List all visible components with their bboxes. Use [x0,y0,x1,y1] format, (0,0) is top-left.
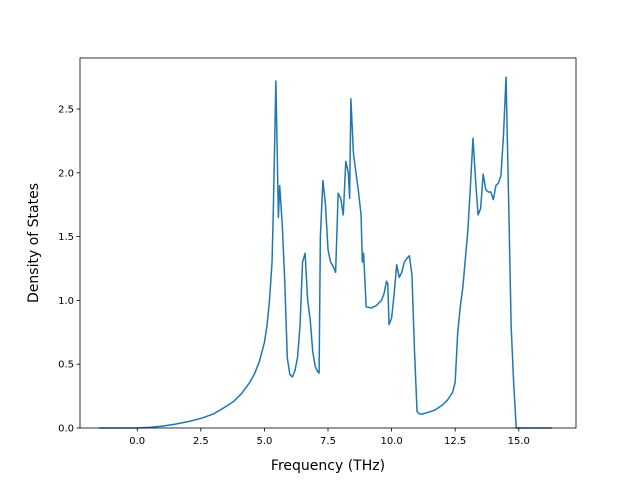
dos-series-line-0 [99,76,552,429]
x-tick-label: 5.0 [256,436,272,447]
x-tick-label: 15.0 [508,436,530,447]
y-tick-label: 0.0 [58,424,74,435]
y-tick-label: 1.5 [58,232,74,243]
y-axis: 0.0 0.5 1.0 1.5 2.0 2.5 [58,105,80,435]
y-tick-label: 2.0 [58,168,74,179]
x-tick-label: 10.0 [380,436,402,447]
y-tick-label: 2.5 [58,105,74,116]
x-tick-label: 0.0 [129,436,145,447]
x-tick-label: 2.5 [193,436,209,447]
y-tick-label: 1.0 [58,296,74,307]
x-axis-label: Frequency (THz) [271,458,385,474]
x-tick-label: 7.5 [320,436,336,447]
plot-area [99,76,552,429]
x-tick-label: 12.5 [444,436,466,447]
x-axis: 0.0 2.5 5.0 7.5 10.0 12.5 15.0 [129,428,530,447]
y-axis-label: Density of States [26,183,42,303]
y-tick-label: 0.5 [58,360,74,371]
